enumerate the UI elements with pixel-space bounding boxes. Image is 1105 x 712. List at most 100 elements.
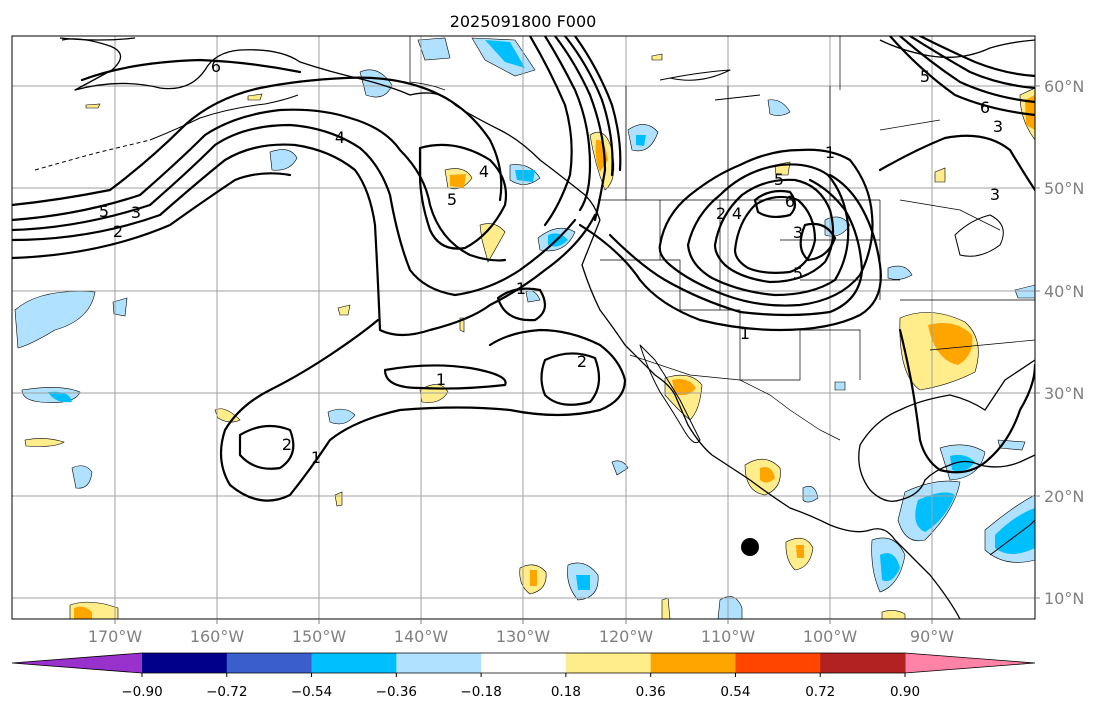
contour-label: 1 [740,324,750,343]
lat-label: 40°N [1044,282,1084,301]
lat-label: 20°N [1044,487,1084,506]
coastline-great-lakes [954,214,1004,257]
contour-line-closed-2 [540,352,601,406]
lon-label: 90°W [910,627,954,646]
contour-line-outer-north [12,76,503,207]
contour-line-ne-2 [898,36,1035,104]
contour-label: 2 [282,435,292,454]
fill-patch [796,545,804,558]
fill-patch [995,508,1035,554]
lon-label: 170°W [88,627,143,646]
colorbar: −0.90 −0.72 −0.54 −0.36 −0.18 0.18 0.36 0.54 0.7… [11,652,1036,700]
contour-label: 5 [920,67,930,86]
contour-line-3-east [878,134,1035,192]
coastline-baja [639,344,701,444]
border-provinces [625,36,841,200]
contour-line-2 [12,172,292,260]
contour-line-6-west [80,58,302,82]
colorbar-tick-label: −0.72 [206,684,247,700]
border-alaska-canada [409,36,446,91]
fill-patch [880,553,900,582]
contour-labels: 6 5 3 2 4 5 4 1 1 2 2 1 5 6 3 2 1 1 5 6 … [99,57,1003,467]
negative-anomaly-cores [48,40,1035,590]
contour-label: 6 [980,98,990,117]
colorbar-tick-label: 0.90 [890,684,920,700]
lon-label: 100°W [803,627,858,646]
longitude-axis: 170°W 160°W 150°W 140°W 130°W 120°W 110°… [88,619,954,646]
contour-line-closed-cyclone-5 [753,189,797,219]
fill-patch [915,492,955,532]
contour-line-ridge-3 [563,36,614,177]
fill-patch [651,53,663,61]
fill-patch [337,304,351,316]
contour-line-3 [12,143,597,337]
contour-label: 1 [516,279,526,298]
contour-label: 2 [577,352,587,371]
contour-line-ne-4 [918,36,1035,78]
contour-line-ridge-1 [543,36,592,212]
contour-label: 5 [99,202,109,221]
fill-patch [530,570,537,586]
map-area: 6 5 3 2 4 5 4 1 1 2 2 1 5 6 3 2 1 1 5 6 … [12,36,1035,619]
coastline-alaska-canada [61,38,601,221]
contour-line-closed-cyclone-3 [713,178,835,284]
colorbar-tick-label: −0.18 [460,684,501,700]
colorbar-tick-label: −0.54 [291,684,332,700]
colorbar-segment [142,653,228,673]
fill-patch [247,93,263,101]
political-borders [409,36,1035,441]
fill-patch [515,170,535,182]
lon-label: 110°W [701,627,756,646]
contour-line-1-south [219,318,627,502]
colorbar-segment [226,653,313,673]
colorbar-segment [650,653,736,673]
fill-patch [881,610,906,619]
contour-label: 3 [993,117,1003,136]
map-title: 2025091800 F000 [450,12,597,31]
fill-patch [85,103,101,109]
contour-label: 2 [113,222,123,241]
contour-line-5 [12,108,507,262]
contour-line-closed-2-west [238,424,295,470]
lat-label: 60°N [1044,77,1084,96]
contour-line-ridge-2 [553,36,607,222]
fill-patch [269,149,298,171]
positive-anomaly-cores [74,95,1035,619]
colorbar-tick-label: 0.54 [720,684,750,700]
coastline-lake-2 [714,94,761,101]
contour-label: 2 [716,204,726,223]
colorbar-tick-label: −0.36 [376,684,417,700]
lon-label: 130°W [496,627,551,646]
colorbar-segment [396,653,482,673]
contour-line-closed-cyclone-2 [686,163,850,297]
border-east [879,119,1035,351]
fill-patch [760,467,775,483]
lat-label: 10°N [1044,589,1084,608]
storm-center-marker [741,538,759,556]
coastline-us-mexico-pacific [581,219,961,619]
fill-patch [112,297,128,317]
contour-line-ne-1 [888,36,1035,117]
contour-line-closed-cyclone-outer [658,148,874,307]
contour-label: 6 [211,57,221,76]
fill-patch [834,381,846,391]
coastline-alaska-peninsula [149,94,299,141]
fill-patch [485,40,525,68]
lat-label: 30°N [1044,384,1084,403]
lon-label: 120°W [599,627,654,646]
fill-patch [661,597,671,619]
border-us-mexico [629,354,841,441]
fill-patch [450,174,466,188]
colorbar-extend-max [905,653,1035,673]
contour-label: 3 [131,203,141,222]
contour-label: 6 [785,192,795,211]
fill-patch [24,438,65,447]
fill-patch [928,322,973,365]
coastline-arctic [59,37,136,41]
fill-patch [767,99,791,116]
colorbar-segment [735,653,821,673]
contour-line-closed-1 [383,364,507,390]
colorbar-tick-label: 0.36 [636,684,666,700]
lon-label: 150°W [292,627,347,646]
